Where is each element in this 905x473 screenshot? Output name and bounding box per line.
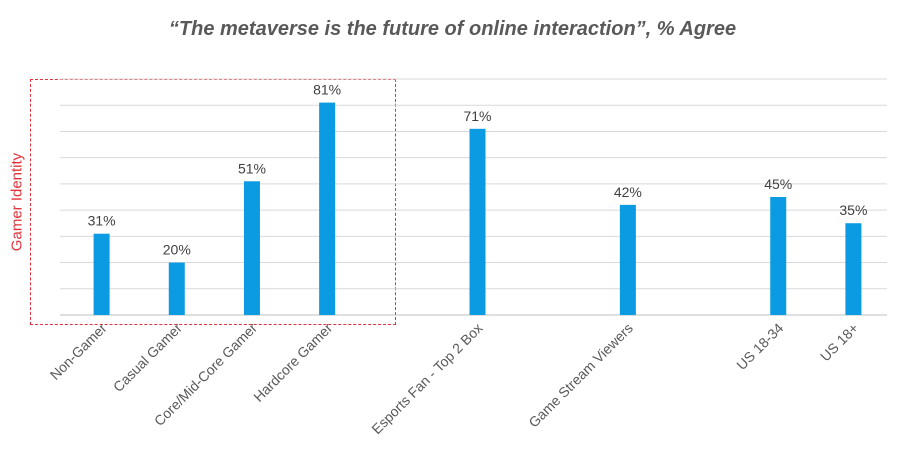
data-label: 35% [839,202,867,218]
x-tick-label: Non-Gamer [47,320,110,383]
x-tick-label: Esports Fan - Top 2 Box [368,320,485,437]
bar [168,262,185,315]
data-label: 20% [163,242,191,258]
chart-title: “The metaverse is the future of online i… [168,18,737,40]
bar [93,233,110,315]
x-tick-label: Casual Gamer [110,320,185,395]
x-tick-label: Game Stream Viewers [525,320,636,431]
data-label: 71% [463,108,491,124]
bar [845,223,862,315]
data-label: 45% [764,176,792,192]
data-label: 31% [88,213,116,229]
bar [319,102,336,315]
data-label: 42% [614,184,642,200]
x-tick-label: US 18+ [817,320,862,365]
x-tick-label: Hardcore Gamer [250,320,335,405]
bar [619,204,636,315]
bar [243,181,260,315]
x-tick-label: US 18-34 [733,320,786,373]
bar [469,128,486,315]
bar [770,197,787,315]
data-label: 51% [238,160,266,176]
data-label: 81% [313,82,341,98]
